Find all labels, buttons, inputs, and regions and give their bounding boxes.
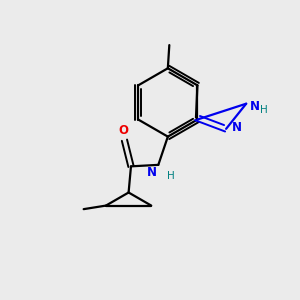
- Text: O: O: [118, 124, 128, 136]
- Text: H: H: [167, 171, 175, 182]
- Text: H: H: [260, 105, 267, 115]
- Text: N: N: [232, 121, 242, 134]
- Text: N: N: [147, 166, 157, 179]
- Text: N: N: [250, 100, 260, 112]
